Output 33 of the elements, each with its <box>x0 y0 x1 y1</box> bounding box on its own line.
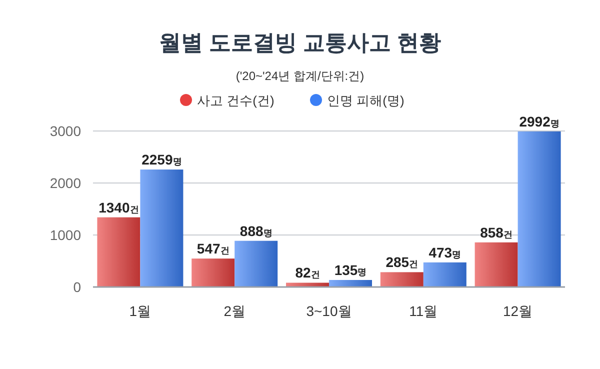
data-label: 82건 <box>295 264 320 281</box>
data-label: 2992명 <box>519 113 560 130</box>
x-tick-label: 2월 <box>224 303 246 319</box>
y-tick-label: 3000 <box>50 123 82 139</box>
bar <box>192 258 235 287</box>
data-label: 888명 <box>240 222 272 239</box>
y-tick-label: 2000 <box>50 175 82 191</box>
x-tick-label: 12월 <box>503 303 533 319</box>
y-tick-label: 0 <box>73 279 82 295</box>
bar <box>380 272 424 287</box>
chart-subtitle: ('20~'24년 합계/단위:건) <box>236 69 364 83</box>
data-label: 858건 <box>480 224 512 240</box>
data-label: 2259명 <box>142 152 182 168</box>
bar <box>329 280 372 287</box>
bar <box>474 242 518 287</box>
bar <box>97 217 140 287</box>
legend-label: 사고 건수(건) <box>197 93 274 108</box>
bar <box>518 131 561 287</box>
data-label: 473명 <box>428 244 462 260</box>
y-tick-label: 1000 <box>50 227 82 243</box>
x-tick-label: 11월 <box>409 303 438 319</box>
data-label: 285건 <box>386 254 418 270</box>
chart-title: 월별 도로결빙 교통사고 현황 <box>158 30 442 55</box>
data-label: 135명 <box>334 262 367 278</box>
bar <box>140 170 184 287</box>
legend-label: 인명 피해(명) <box>327 93 404 108</box>
bar <box>286 282 329 287</box>
x-tick-label: 3~10월 <box>306 303 352 319</box>
bar <box>423 262 466 287</box>
data-label: 547건 <box>196 240 230 257</box>
x-tick-label: 1월 <box>129 303 152 319</box>
data-label: 1340건 <box>98 199 139 216</box>
bar <box>234 240 278 287</box>
